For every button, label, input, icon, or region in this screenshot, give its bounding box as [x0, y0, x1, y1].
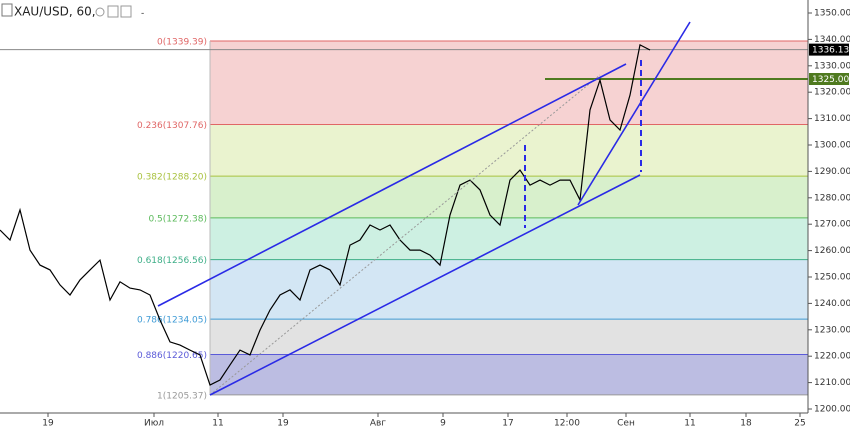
fib-bands: 0(1339.39) 0.236(1307.76) 0.382(1288.20) 0.…	[137, 38, 808, 401]
fib-level-label: 0(1339.39)	[157, 38, 207, 48]
fib-band	[210, 319, 808, 355]
x-tick-label: Сен	[617, 419, 635, 429]
chart-title: XAU/USD, 60,	[14, 5, 96, 19]
y-tick-label: 1240.00	[814, 299, 850, 309]
y-tick-label: 1220.00	[814, 352, 850, 362]
channel-upper	[157, 63, 627, 307]
x-tick-label: 18	[740, 419, 752, 429]
x-tick-label: 19	[277, 419, 289, 429]
visibility-icon[interactable]	[95, 7, 105, 17]
y-tick-label: 1200.00	[814, 405, 850, 415]
price-badge	[809, 73, 849, 85]
y-tick-label: 1290.00	[814, 167, 850, 177]
y-tick-label: 1230.00	[814, 325, 850, 335]
close-icon[interactable]	[120, 5, 132, 18]
price-badge-label: 1336.13	[812, 46, 849, 56]
collapse-icon[interactable]	[1, 3, 13, 17]
x-tick-label: 17	[502, 419, 513, 429]
y-tick-label: 1280.00	[814, 193, 850, 203]
fib-band	[210, 41, 808, 125]
y-tick-label: 1250.00	[814, 273, 850, 283]
fib-band	[210, 124, 808, 177]
x-tick-label: 19	[42, 419, 54, 429]
fib-level-label: 1(1205.37)	[157, 391, 207, 401]
fib-level-label: 0.5(1272.38)	[148, 214, 207, 224]
fib-band	[210, 354, 808, 395]
price-badge	[809, 43, 849, 56]
fib-level-label: 0.236(1307.76)	[137, 121, 207, 131]
y-tick-label: 1300.00	[814, 141, 850, 151]
more-icon[interactable]: -	[141, 9, 144, 19]
y-tick-label: 1340.00	[814, 35, 850, 45]
x-tick-label: Июл	[144, 419, 164, 429]
fib-trend-line	[209, 74, 601, 396]
y-tick-label: 1270.00	[814, 220, 850, 230]
fib-level-label: 0.886(1220.65)	[137, 351, 207, 361]
y-tick-label: 1260.00	[814, 246, 850, 256]
y-tick-label: 1210.00	[814, 378, 850, 388]
settings-icon[interactable]	[107, 5, 119, 18]
fib-level-label: 0.618(1256.56)	[137, 256, 207, 266]
x-tick-label: 11	[212, 419, 223, 429]
y-tick-label: 1330.00	[814, 61, 850, 71]
y-tick-label: 1310.00	[814, 114, 850, 124]
fib-level-label: 0.786(1234.05)	[137, 316, 207, 326]
fib-band	[210, 217, 808, 260]
y-tick-label: 1320.00	[814, 88, 850, 98]
x-tick-label: 11	[684, 419, 695, 429]
time-axis-bg	[0, 413, 850, 431]
fib-band	[210, 259, 808, 320]
x-tick-label: 25	[794, 419, 805, 429]
price-badge-label: 1325.00	[812, 75, 849, 85]
y-tick-label: 1350.00	[814, 9, 850, 19]
trend-line	[577, 21, 691, 206]
price-axis-bg	[808, 0, 850, 431]
x-tick-label: 12:00	[554, 419, 580, 429]
fib-level-label: 0.382(1288.20)	[137, 173, 207, 183]
x-tick-label: 9	[440, 419, 446, 429]
price-line	[0, 44, 651, 386]
axes: 1200.00 1210.00 1220.00 1230.00 1240.00 1250.…	[42, 9, 850, 429]
channel-lower	[209, 174, 641, 396]
x-tick-label: Авг	[370, 419, 386, 429]
